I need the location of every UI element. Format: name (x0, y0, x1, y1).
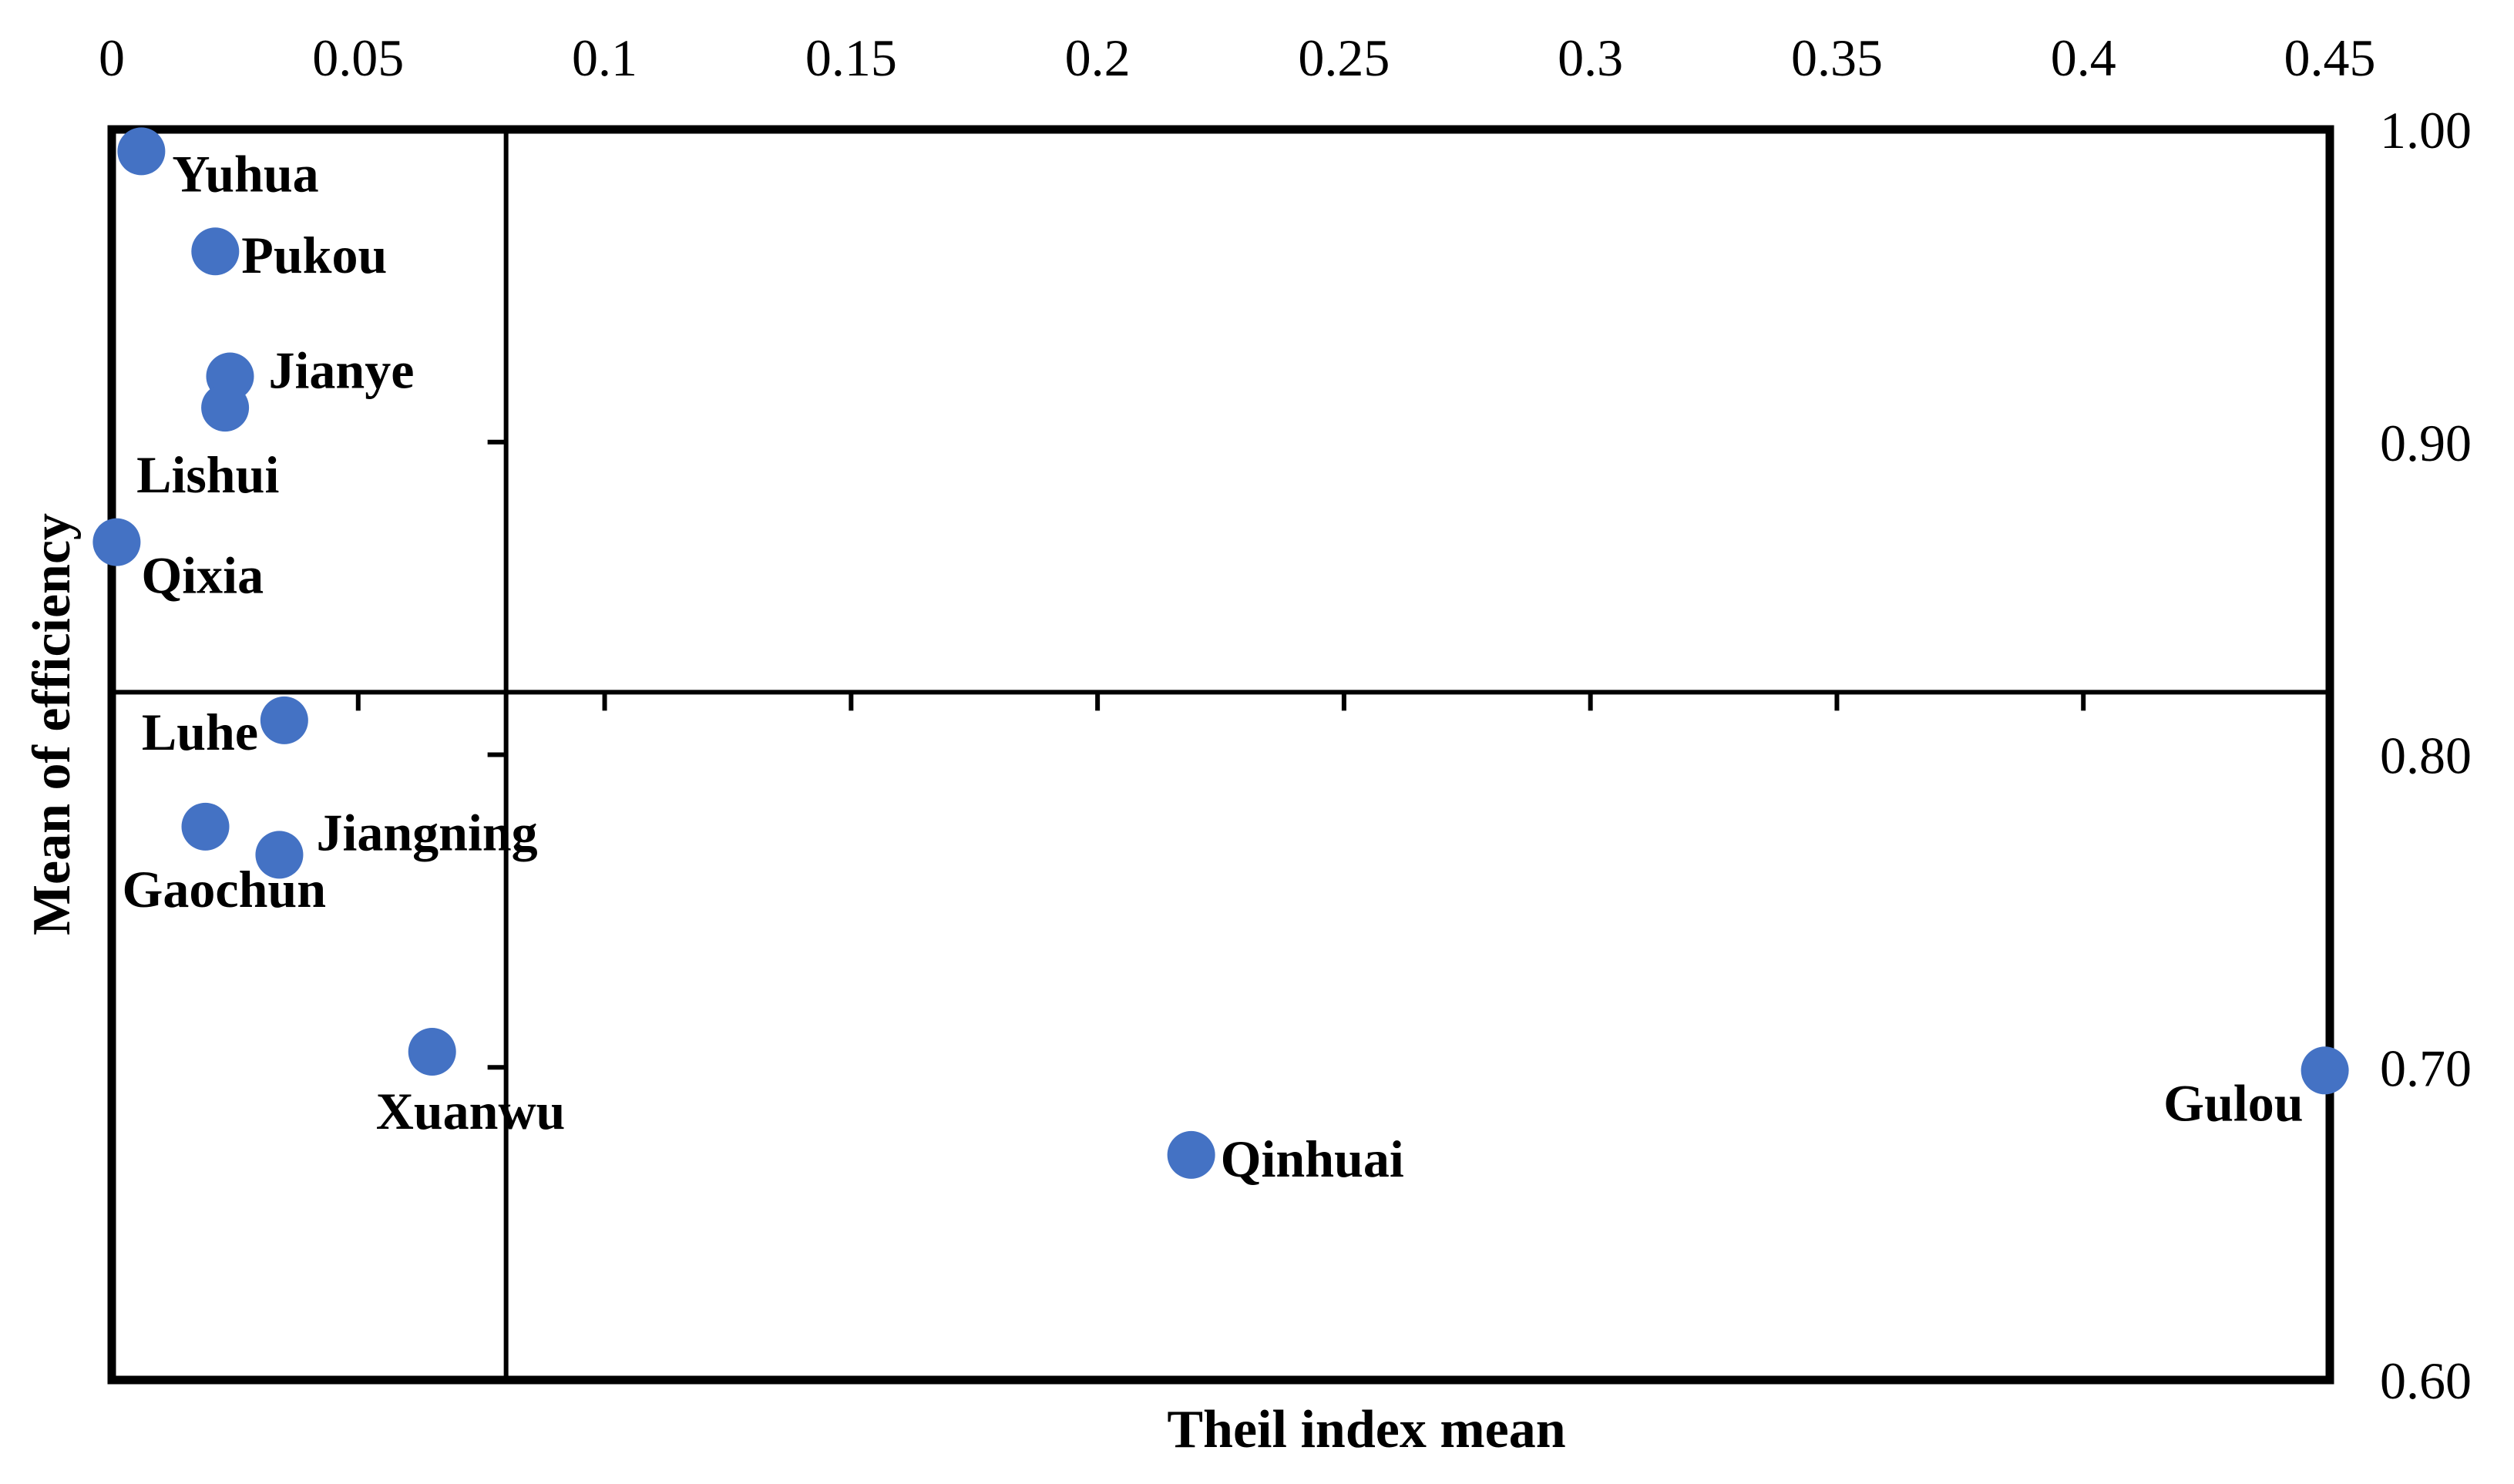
x-tick-label: 0.05 (312, 29, 404, 87)
plot-border (107, 125, 2334, 1385)
y-tick-label: 1.00 (2380, 101, 2472, 159)
x-tick-label: 0.2 (1065, 29, 1131, 87)
point-label: Lishui (136, 445, 279, 504)
data-point (408, 1027, 456, 1076)
y-axis: 1.00 0.90 0.80 0.70 0.60 (487, 101, 2472, 1410)
point-label: Gaochun (123, 860, 327, 918)
x-tick-label: 0 (99, 29, 125, 87)
data-points (92, 127, 2349, 1179)
x-tick-label: 0.25 (1298, 29, 1390, 87)
point-label: Jianye (268, 341, 414, 400)
x-axis-title: Theil index mean (1167, 1400, 1565, 1459)
point-label: Qinhuai (1221, 1130, 1404, 1188)
y-tick-label: 0.80 (2380, 727, 2472, 785)
data-point (201, 384, 250, 432)
data-point (181, 802, 230, 851)
point-label: Pukou (241, 226, 387, 284)
y-axis-title: Mean of efficiency (22, 513, 82, 935)
y-tick-label: 0.70 (2380, 1039, 2472, 1097)
x-tick-label: 0.45 (2284, 29, 2376, 87)
data-point (1167, 1130, 1215, 1179)
point-label: Xuanwu (376, 1082, 566, 1140)
x-axis: 0 0.05 0.1 0.15 0.2 0.25 0.3 0.35 0.4 0.45 (99, 29, 2376, 711)
data-point (191, 227, 240, 276)
x-tick-label: 0.15 (805, 29, 897, 87)
y-tick-label: 0.90 (2380, 414, 2472, 472)
data-point (117, 127, 166, 176)
data-point (2301, 1046, 2349, 1095)
data-point (260, 696, 308, 744)
point-label: Gulou (2163, 1073, 2303, 1132)
data-point (255, 831, 304, 879)
x-tick-label: 0.3 (1558, 29, 1623, 87)
point-labels: Yuhua Pukou Jianye Lishui Qixia Luhe Jiangning… (123, 144, 2304, 1187)
x-tick-label: 0.35 (1791, 29, 1883, 87)
x-tick-label: 0.4 (2051, 29, 2116, 87)
data-point (92, 518, 141, 566)
point-label: Yuhua (172, 144, 318, 203)
point-label: Qixia (141, 546, 264, 605)
quadrant-lines (112, 129, 2330, 1380)
x-tick-label: 0.1 (572, 29, 637, 87)
point-label: Jiangning (316, 803, 537, 861)
plot-frame (107, 125, 2334, 1385)
point-label: Luhe (142, 703, 258, 761)
y-tick-label: 0.60 (2380, 1351, 2472, 1410)
